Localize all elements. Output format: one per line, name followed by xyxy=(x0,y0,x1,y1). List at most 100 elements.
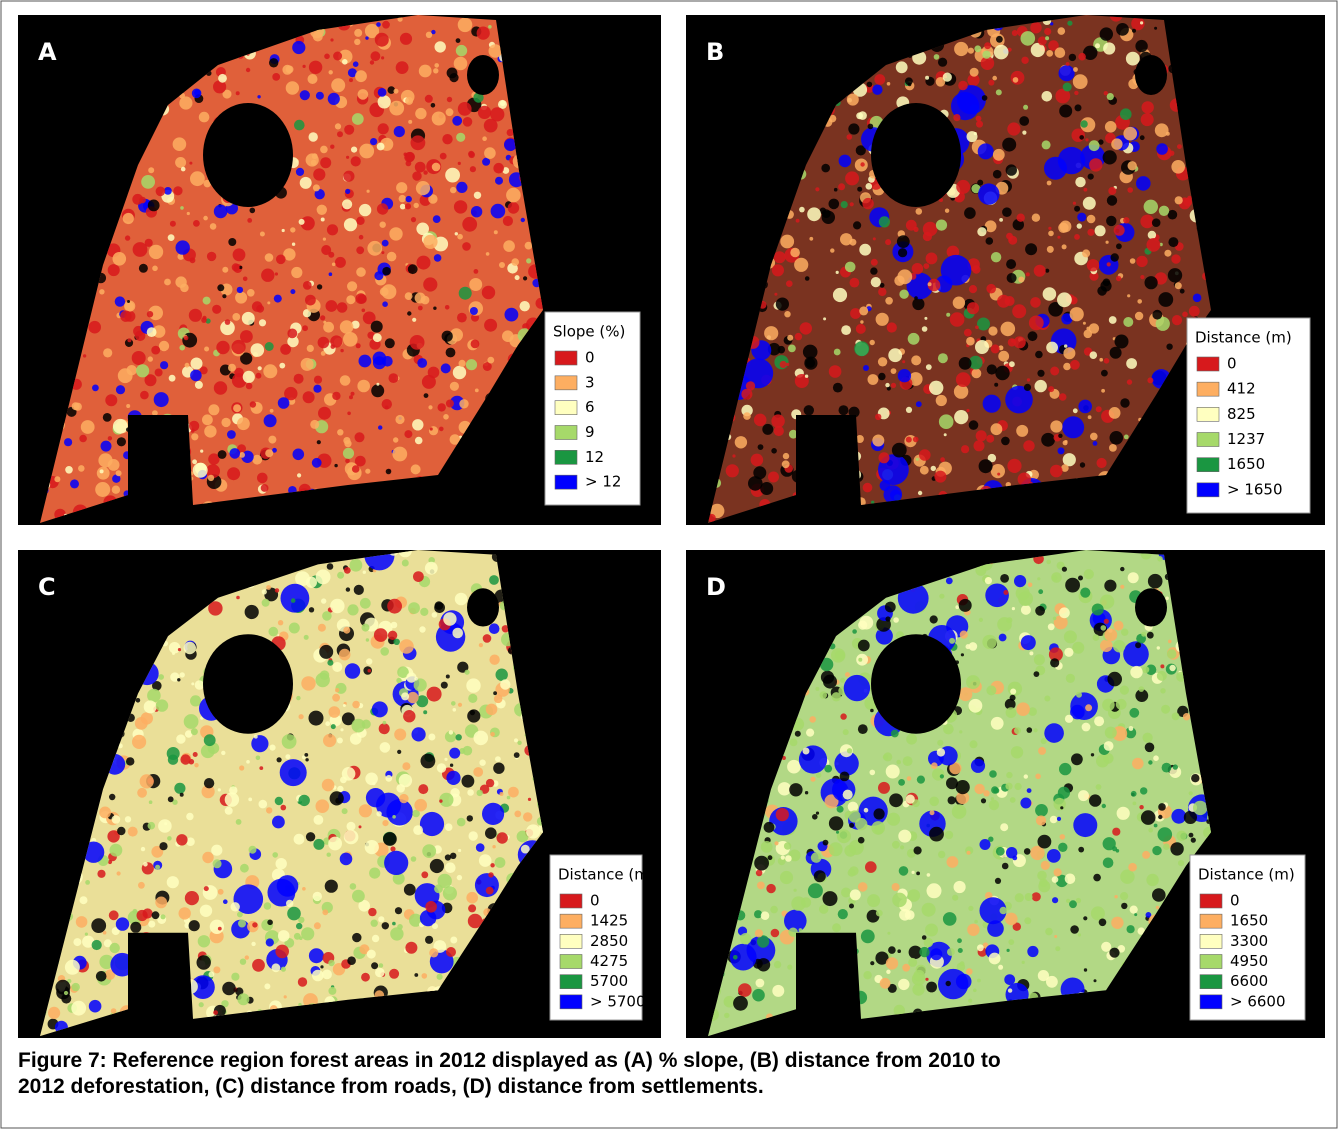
texture-blob xyxy=(65,466,73,474)
texture-blob xyxy=(343,448,354,459)
texture-blob xyxy=(469,278,482,291)
texture-blob xyxy=(199,112,210,123)
texture-blob xyxy=(1120,108,1132,120)
texture-blob xyxy=(223,899,228,904)
texture-blob xyxy=(898,830,911,843)
texture-blob xyxy=(1006,847,1017,858)
texture-blob xyxy=(343,332,358,347)
texture-blob xyxy=(297,473,301,477)
texture-blob xyxy=(309,61,322,74)
legend-label: 1650 xyxy=(1230,912,1268,930)
texture-blob xyxy=(903,756,913,766)
texture-blob xyxy=(1006,164,1017,175)
texture-blob xyxy=(432,612,438,618)
texture-blob xyxy=(897,269,912,284)
texture-blob xyxy=(1007,273,1017,283)
texture-blob xyxy=(837,829,851,843)
texture-blob xyxy=(521,218,525,222)
texture-blob xyxy=(416,181,430,195)
texture-blob xyxy=(1075,177,1085,187)
texture-blob xyxy=(407,311,411,315)
texture-blob xyxy=(127,300,130,303)
texture-blob xyxy=(976,116,982,122)
texture-blob xyxy=(1146,874,1158,886)
texture-blob xyxy=(495,756,501,762)
texture-blob xyxy=(1142,666,1149,673)
texture-blob xyxy=(956,180,970,194)
texture-blob xyxy=(1010,797,1016,803)
texture-blob xyxy=(237,993,249,1005)
texture-blob xyxy=(887,82,891,86)
texture-blob xyxy=(833,383,843,393)
legend-label: 4950 xyxy=(1230,952,1268,970)
texture-blob xyxy=(874,808,885,819)
texture-blob xyxy=(887,322,897,332)
texture-blob xyxy=(393,437,398,442)
texture-blob xyxy=(1097,286,1107,296)
texture-blob xyxy=(408,120,412,124)
texture-blob xyxy=(354,585,364,595)
texture-blob xyxy=(371,920,378,927)
texture-blob xyxy=(1168,640,1172,644)
texture-blob xyxy=(442,134,452,144)
texture-blob xyxy=(1008,939,1014,945)
texture-blob xyxy=(438,874,452,888)
texture-blob xyxy=(412,318,416,322)
texture-blob xyxy=(1155,123,1169,137)
texture-blob xyxy=(914,846,922,854)
texture-blob xyxy=(257,473,268,484)
texture-blob xyxy=(213,859,222,868)
texture-blob xyxy=(454,57,468,71)
texture-blob xyxy=(399,195,406,202)
texture-blob xyxy=(810,777,815,782)
texture-blob xyxy=(301,927,314,940)
texture-blob xyxy=(1057,292,1072,307)
texture-blob xyxy=(423,277,437,291)
texture-blob xyxy=(1002,863,1009,870)
texture-blob xyxy=(1121,903,1127,909)
texture-blob xyxy=(780,361,787,368)
texture-blob xyxy=(156,187,166,197)
texture-blob xyxy=(1156,143,1168,155)
texture-blob xyxy=(382,267,391,276)
texture-blob xyxy=(1065,715,1073,723)
texture-blob xyxy=(983,395,1001,413)
texture-blob xyxy=(457,234,463,240)
texture-blob xyxy=(309,607,314,612)
texture-blob xyxy=(422,973,428,979)
texture-blob xyxy=(340,349,343,352)
texture-blob xyxy=(1042,140,1051,149)
texture-blob xyxy=(344,218,357,231)
texture-blob xyxy=(316,92,324,100)
texture-blob xyxy=(176,240,190,254)
texture-blob xyxy=(1063,83,1072,92)
texture-blob xyxy=(445,305,450,310)
texture-blob xyxy=(755,929,763,937)
texture-blob xyxy=(859,244,871,256)
texture-blob xyxy=(1107,262,1111,266)
texture-blob xyxy=(774,293,777,296)
texture-blob xyxy=(446,675,450,679)
texture-blob xyxy=(117,827,125,835)
texture-blob xyxy=(450,764,453,767)
texture-blob xyxy=(815,187,819,191)
texture-blob xyxy=(1109,948,1119,958)
texture-blob xyxy=(929,381,943,395)
texture-blob xyxy=(187,212,190,215)
texture-blob xyxy=(845,262,856,273)
texture-blob xyxy=(1127,294,1130,297)
texture-blob xyxy=(838,183,845,190)
texture-blob xyxy=(1010,695,1016,701)
texture-blob xyxy=(269,627,279,637)
texture-blob xyxy=(1089,140,1100,151)
texture-blob xyxy=(97,870,105,878)
texture-blob xyxy=(834,349,841,356)
texture-blob xyxy=(888,946,896,954)
texture-blob xyxy=(328,960,334,966)
texture-blob xyxy=(837,806,844,813)
texture-blob xyxy=(180,206,184,210)
texture-blob xyxy=(945,831,953,839)
texture-blob xyxy=(313,385,321,393)
texture-blob xyxy=(980,839,991,850)
texture-blob xyxy=(423,710,427,714)
